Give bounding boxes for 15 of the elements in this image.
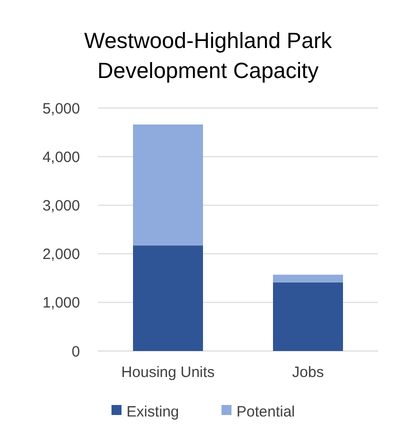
- bar: [133, 246, 203, 351]
- y-tick-label: 1,000: [42, 294, 80, 312]
- bar: [133, 124, 203, 246]
- legend-label: Existing: [126, 403, 180, 420]
- y-tick-label: 4,000: [42, 148, 80, 166]
- chart-title: Westwood-Highland Park Development Capacity: [84, 28, 333, 83]
- y-tick-label: 0: [72, 343, 80, 360]
- bar: [273, 274, 343, 282]
- legend-label: Potential: [236, 403, 295, 420]
- bar: [273, 282, 343, 351]
- y-tick-label: 3,000: [42, 197, 80, 214]
- y-tick-label: 5,000: [42, 100, 80, 118]
- x-tick-label: Housing Units: [121, 364, 215, 381]
- y-tick-label: 2,000: [42, 246, 80, 264]
- x-tick-label: Jobs: [292, 364, 324, 381]
